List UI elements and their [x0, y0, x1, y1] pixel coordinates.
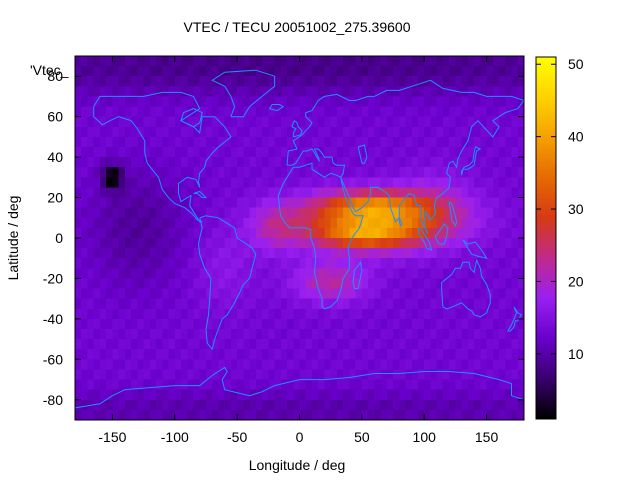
colorbar: 10 20 30 40 50 [535, 56, 584, 420]
x-axis: -150 -100 -50 0 50 100 150 [98, 56, 498, 445]
colorbar-tick-label: 30 [568, 201, 584, 217]
coastline-caspian-sea [357, 144, 368, 164]
colorbar-ticks: 10 20 30 40 50 [536, 56, 584, 362]
coastline-borneo [434, 222, 449, 245]
coastline-antarctica [75, 366, 524, 409]
y-tick-label: 80 [47, 68, 63, 84]
y-tick-label: -80 [43, 392, 63, 408]
coastline-british-isles [291, 119, 303, 138]
coastline-new-guinea [462, 239, 488, 259]
coastline-south-america [197, 215, 257, 351]
coastline-philippines [448, 201, 458, 228]
coastline-australia [441, 258, 491, 318]
y-tick-label: 40 [47, 149, 63, 165]
coastlines [75, 69, 524, 409]
coastline-iceland [269, 104, 285, 112]
coastline-africa [277, 162, 364, 310]
coastline-greenland [211, 69, 276, 118]
x-tick-label: -50 [227, 429, 247, 445]
y-axis-label: Latitude / deg [5, 196, 21, 281]
colorbar-tick-label: 50 [568, 56, 584, 72]
coastline-indonesia-sumatra [417, 227, 433, 251]
coastline-north-america [93, 91, 232, 223]
y-tick-label: 20 [47, 190, 63, 206]
x-tick-label: 100 [413, 429, 437, 445]
x-tick-label: 0 [296, 429, 304, 445]
heatmap-cells [75, 56, 524, 420]
colorbar-tick-label: 40 [568, 129, 584, 145]
coastline-japan [461, 146, 482, 176]
x-tick-label: 50 [354, 429, 370, 445]
x-tick-label: -100 [161, 429, 189, 445]
x-tick-label: 150 [475, 429, 499, 445]
coastline-sri-lanka [398, 217, 403, 228]
y-axis: -80 -60 -40 -20 0 20 40 60 80 [43, 68, 524, 408]
chart-title: VTEC / TECU 20051002_275.39600 [183, 19, 410, 35]
legend-entry: 'Vtec_ [30, 62, 69, 78]
coastline-cuba [193, 190, 208, 199]
x-tick-label: -150 [98, 429, 126, 445]
colorbar-tick-label: 10 [568, 346, 584, 362]
coastline-madagascar [352, 261, 363, 290]
y-tick-label: 60 [47, 109, 63, 125]
colorbar-frame [535, 56, 557, 420]
heatmap-area [74, 55, 525, 421]
coastline-new-zealand [506, 306, 523, 332]
y-tick-label: -60 [43, 351, 63, 367]
x-axis-label: Longitude / deg [249, 457, 346, 473]
y-tick-label: 0 [55, 230, 63, 246]
y-tick-label: -20 [43, 270, 63, 286]
colorbar-gradient [536, 57, 556, 419]
colorbar-tick-label: 20 [568, 273, 584, 289]
coastline-eurasia [286, 79, 524, 235]
coastline-hudson-bay [180, 108, 203, 128]
y-tick-label: -40 [43, 311, 63, 327]
